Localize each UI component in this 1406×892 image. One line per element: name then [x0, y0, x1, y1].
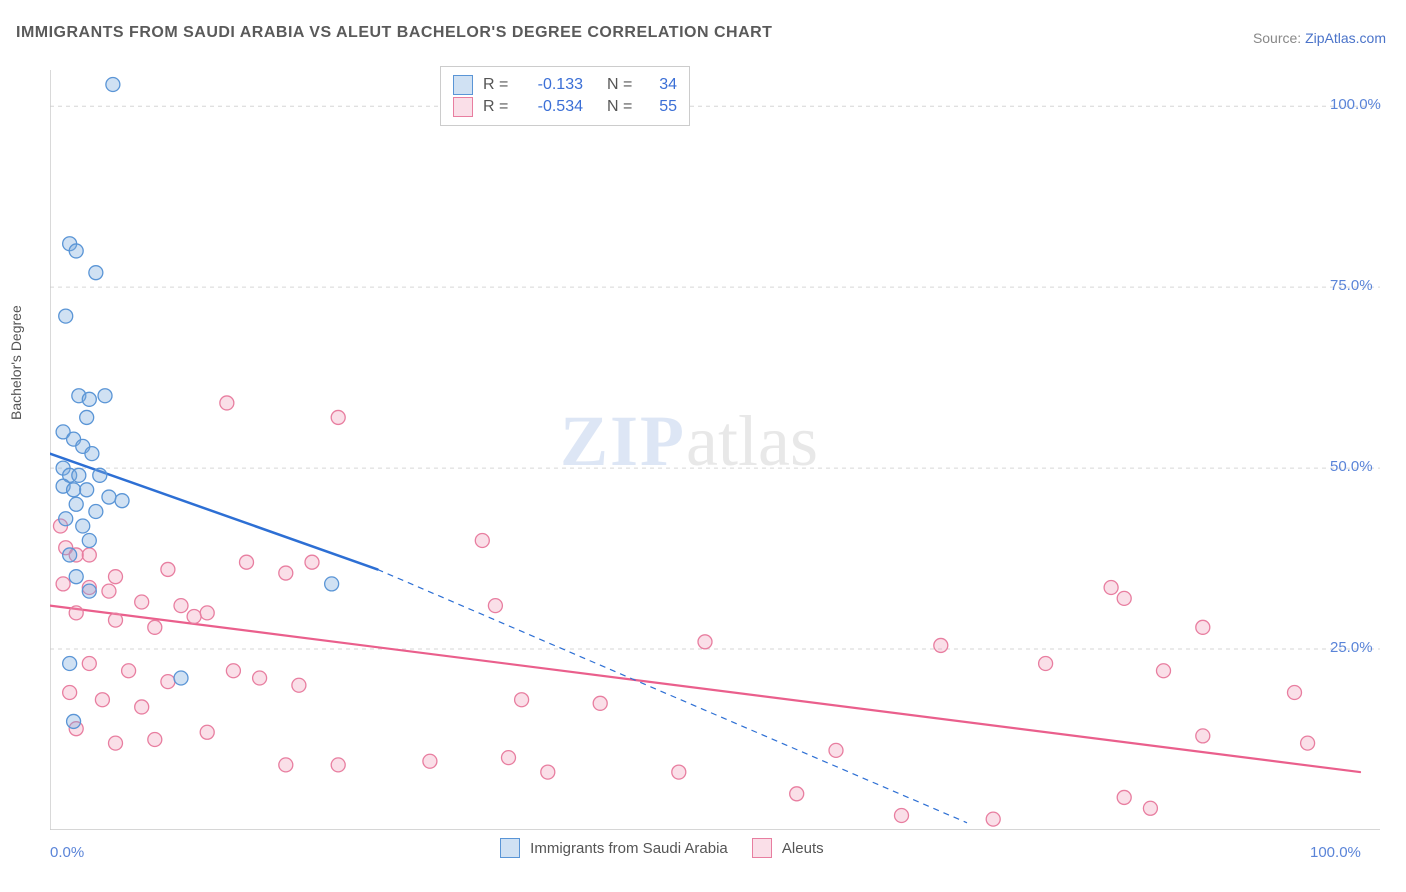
legend-label-aleut: Aleuts	[782, 840, 824, 857]
legend-item-aleut: Aleuts	[752, 838, 824, 858]
r-label: R =	[483, 98, 513, 116]
chart-title: IMMIGRANTS FROM SAUDI ARABIA VS ALEUT BA…	[16, 24, 772, 42]
legend-stats-row-aleut: R = -0.534 N = 55	[453, 97, 677, 117]
n-value-saudi: 34	[647, 76, 677, 94]
n-label: N =	[607, 76, 637, 94]
legend-series: Immigrants from Saudi Arabia Aleuts	[500, 838, 824, 858]
source-prefix: Source:	[1253, 30, 1305, 46]
n-label: N =	[607, 98, 637, 116]
swatch-saudi	[500, 838, 520, 858]
legend-stats: R = -0.133 N = 34 R = -0.534 N = 55	[440, 66, 690, 126]
r-value-saudi: -0.133	[523, 76, 583, 94]
y-axis-label: Bachelor's Degree	[8, 305, 24, 420]
axis-tick-label: 100.0%	[1310, 844, 1361, 861]
axis-tick-label: 50.0%	[1330, 458, 1373, 475]
swatch-aleut	[752, 838, 772, 858]
legend-item-saudi: Immigrants from Saudi Arabia	[500, 838, 728, 858]
plot-area	[50, 60, 1380, 830]
source-credit: Source: ZipAtlas.com	[1253, 30, 1386, 46]
legend-label-saudi: Immigrants from Saudi Arabia	[530, 840, 728, 857]
source-link[interactable]: ZipAtlas.com	[1305, 30, 1386, 46]
axis-tick-label: 75.0%	[1330, 277, 1373, 294]
legend-stats-row-saudi: R = -0.133 N = 34	[453, 75, 677, 95]
n-value-aleut: 55	[647, 98, 677, 116]
chart-svg	[50, 60, 1380, 830]
r-value-aleut: -0.534	[523, 98, 583, 116]
r-label: R =	[483, 76, 513, 94]
axis-tick-label: 25.0%	[1330, 639, 1373, 656]
swatch-aleut	[453, 97, 473, 117]
swatch-saudi	[453, 75, 473, 95]
axis-tick-label: 100.0%	[1330, 96, 1381, 113]
axis-tick-label: 0.0%	[50, 844, 84, 861]
